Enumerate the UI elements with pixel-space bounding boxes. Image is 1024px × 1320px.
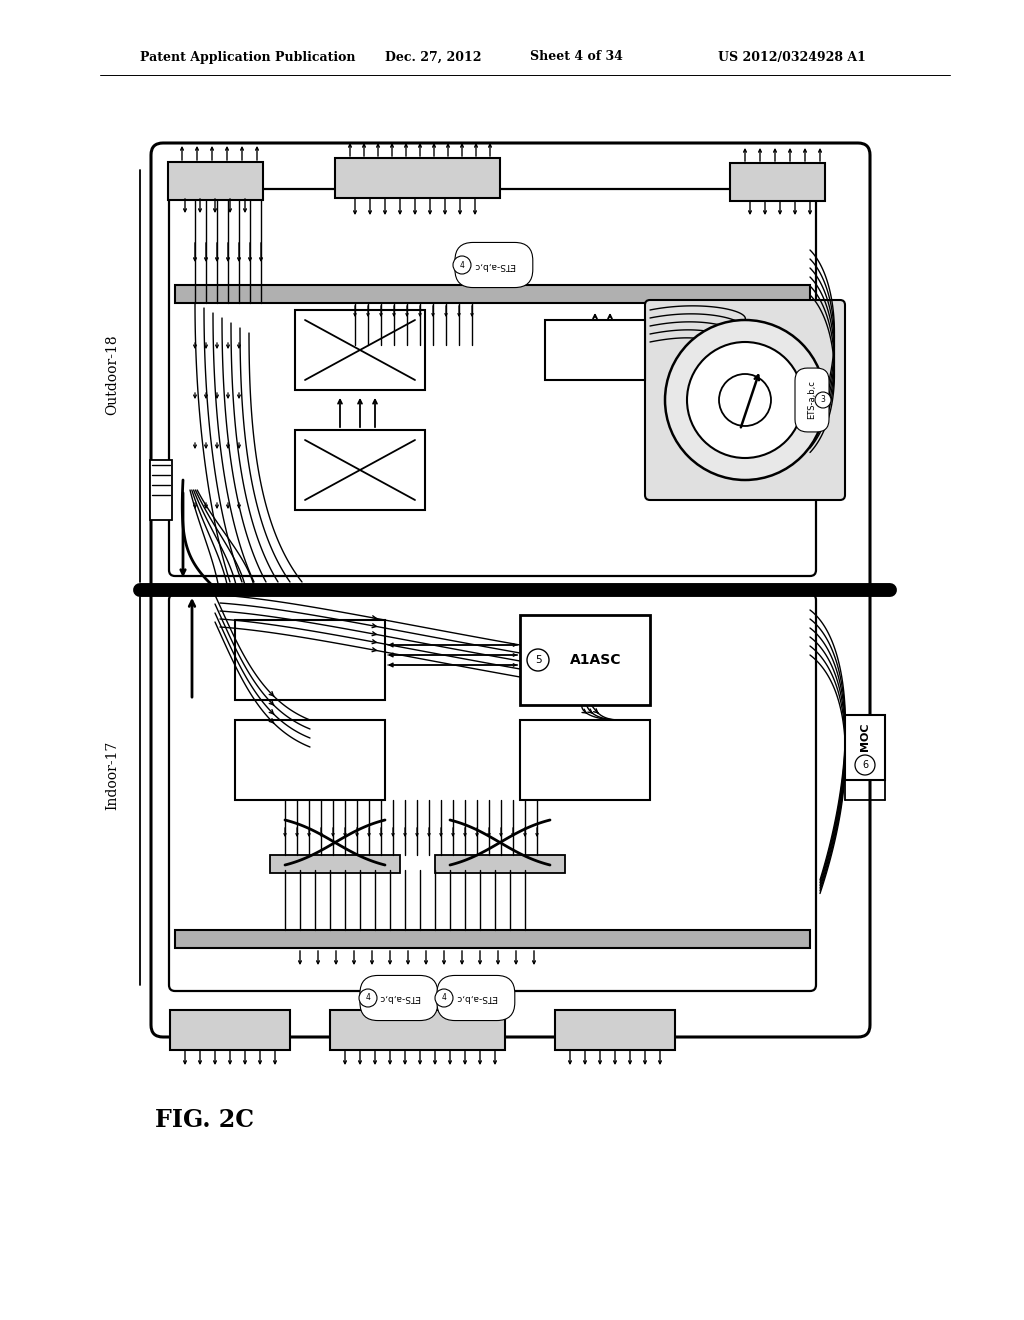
Text: 4: 4 — [441, 994, 446, 1002]
FancyBboxPatch shape — [151, 143, 870, 1038]
Bar — [730, 162, 825, 201]
Bar — [520, 719, 650, 800]
Bar — [175, 931, 810, 948]
Bar — [845, 715, 885, 780]
Circle shape — [665, 319, 825, 480]
Circle shape — [815, 392, 831, 408]
Circle shape — [435, 989, 453, 1007]
Text: 6: 6 — [862, 760, 868, 770]
Text: FIG. 2C: FIG. 2C — [155, 1107, 254, 1133]
Bar — [435, 855, 565, 873]
Bar — [330, 1010, 505, 1049]
Circle shape — [527, 649, 549, 671]
Bar — [168, 162, 263, 201]
Text: ETS-a,b,c: ETS-a,b,c — [473, 260, 515, 269]
Text: 4: 4 — [460, 260, 465, 269]
Bar — [295, 310, 425, 389]
Bar — [175, 285, 810, 304]
Text: Indoor-17: Indoor-17 — [105, 741, 119, 809]
FancyBboxPatch shape — [169, 594, 816, 991]
Bar — [150, 459, 172, 520]
Circle shape — [855, 755, 874, 775]
Text: Patent Application Publication: Patent Application Publication — [140, 50, 355, 63]
Circle shape — [687, 342, 803, 458]
Text: Outdoor-18: Outdoor-18 — [105, 335, 119, 416]
Text: 5: 5 — [535, 655, 542, 665]
Bar — [234, 719, 385, 800]
Text: 3: 3 — [820, 396, 825, 404]
Text: ETS-a,b,c: ETS-a,b,c — [808, 380, 816, 420]
Text: ETS-a,b,c: ETS-a,b,c — [378, 994, 420, 1002]
Bar — [335, 158, 500, 198]
Text: US 2012/0324928 A1: US 2012/0324928 A1 — [718, 50, 866, 63]
Bar — [555, 1010, 675, 1049]
Circle shape — [719, 374, 771, 426]
Text: 4: 4 — [366, 994, 371, 1002]
FancyBboxPatch shape — [645, 300, 845, 500]
Text: A1ASC: A1ASC — [569, 653, 622, 667]
Bar — [545, 319, 645, 380]
Bar — [520, 615, 650, 705]
Text: Sheet 4 of 34: Sheet 4 of 34 — [530, 50, 623, 63]
FancyBboxPatch shape — [169, 189, 816, 576]
Bar — [270, 855, 400, 873]
Circle shape — [453, 256, 471, 275]
Bar — [295, 430, 425, 510]
Text: MOC: MOC — [860, 723, 870, 751]
Text: ETS-a,b,c: ETS-a,b,c — [455, 994, 497, 1002]
Bar — [170, 1010, 290, 1049]
Text: Dec. 27, 2012: Dec. 27, 2012 — [385, 50, 481, 63]
Bar — [234, 620, 385, 700]
Circle shape — [359, 989, 377, 1007]
